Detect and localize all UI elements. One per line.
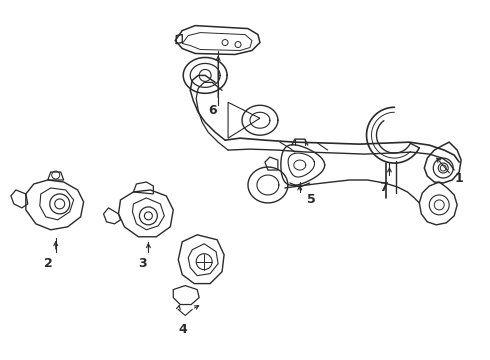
Text: 2: 2 [45, 257, 53, 270]
Text: 4: 4 [179, 323, 188, 336]
Text: 3: 3 [138, 257, 147, 270]
Circle shape [440, 165, 446, 171]
Text: 1: 1 [454, 171, 463, 185]
Text: 5: 5 [307, 193, 316, 206]
Text: 6: 6 [208, 104, 217, 117]
Text: 7: 7 [379, 181, 388, 194]
